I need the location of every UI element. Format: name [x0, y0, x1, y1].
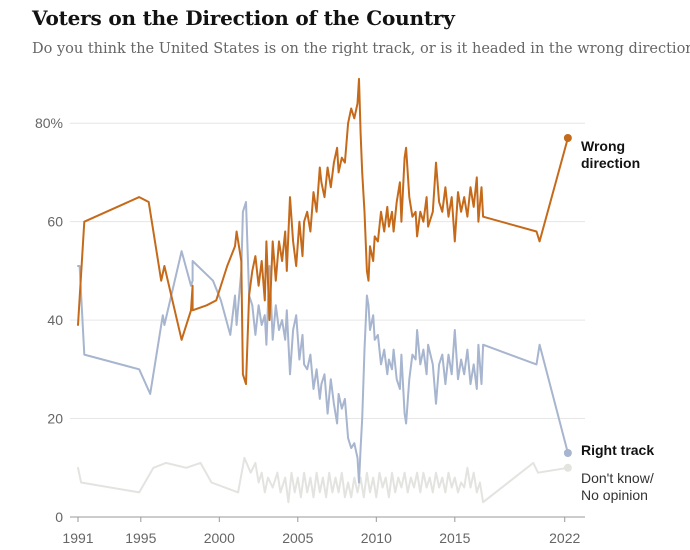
x-tick-label: 2015	[439, 530, 470, 546]
axes: 0 20 40 60 80% 1991 1995 2000 2005 2010 2015 2022	[35, 115, 581, 546]
gridlines	[70, 122, 585, 518]
x-tick-label: 2010	[361, 530, 392, 546]
x-tick-label: 2000	[204, 530, 235, 546]
y-tick-label: 80%	[35, 115, 63, 131]
series-lines	[77, 77, 572, 504]
series-label: No opinion	[581, 487, 648, 503]
y-tick-label: 40	[47, 312, 63, 328]
series-end-point	[563, 133, 572, 142]
series-line-wrong-direction	[77, 77, 569, 386]
series-label: direction	[581, 155, 640, 171]
series-end-point	[563, 449, 572, 458]
series-label: Right track	[581, 442, 654, 458]
series-end-point	[563, 463, 572, 472]
series-line-right-track	[77, 201, 569, 484]
x-tick-label: 1995	[125, 530, 156, 546]
y-tick-label: 0	[55, 509, 63, 525]
x-tick-label: 2022	[549, 530, 580, 546]
x-tick-label: 1991	[62, 530, 93, 546]
y-tick-label: 20	[47, 411, 63, 427]
y-tick-label: 60	[47, 214, 63, 230]
chart-subtitle: Do you think the United States is on the…	[32, 41, 690, 57]
x-tick-label: 2005	[282, 530, 313, 546]
series-label: Wrong	[581, 138, 625, 154]
series-line-don-t-know-no-opinion	[77, 456, 569, 504]
series-label: Don't know/	[581, 470, 654, 486]
chart-title: Voters on the Direction of the Country	[32, 6, 455, 30]
